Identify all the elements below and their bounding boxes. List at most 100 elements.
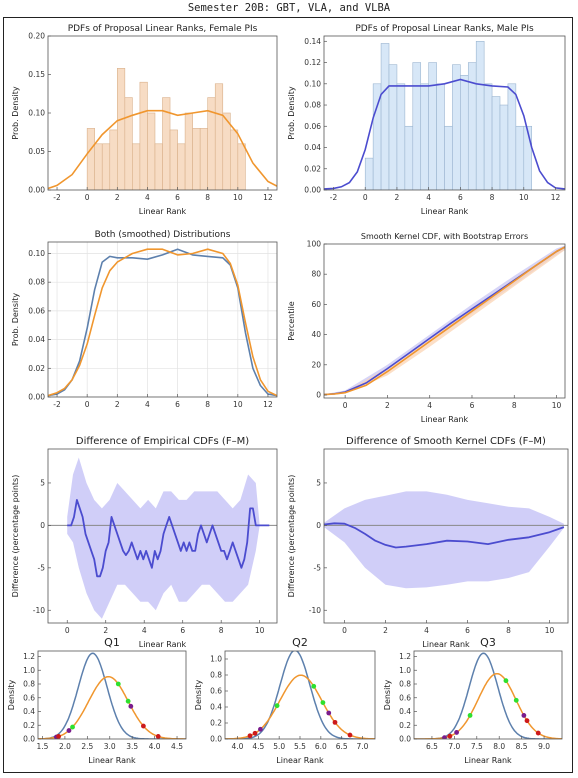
- chart-male_hist: -2 0 2 4 6 8 10 12 0.00 0.02 0.04 0.06 0.08 0.10 0.12 0…: [287, 24, 566, 216]
- plot-area: [414, 652, 562, 739]
- histogram-bar: [132, 143, 141, 190]
- chart-title: Q2: [292, 636, 308, 649]
- x-tick-label: 2: [103, 626, 108, 635]
- y-tick-label: 0.05: [28, 147, 45, 156]
- y-tick-label: 1.2: [399, 652, 411, 661]
- x-axis-label: Linear Rank: [139, 640, 187, 649]
- x-tick-label: 2: [115, 400, 120, 409]
- x-axis-label: Linear Rank: [139, 207, 187, 216]
- plot-frame: [323, 35, 566, 191]
- x-tick-label: 8: [205, 400, 210, 409]
- x-tick-label: 7.0: [357, 742, 369, 751]
- quantile-point: [467, 713, 473, 718]
- x-tick-label: 4: [145, 400, 150, 409]
- y-axis-label: Prob. Density: [11, 293, 20, 347]
- y-tick-label: 0.4: [399, 707, 411, 716]
- x-tick-label: 4.5: [171, 742, 183, 751]
- chart-q1: 1.5 2.0 2.5 3.0 3.5 4.0 4.5 0.0 0.2 0.4 0.6 0.8 1.0 1…: [7, 636, 187, 765]
- density-curve: [38, 652, 186, 739]
- y-tick-label: 5: [316, 478, 321, 487]
- series-line: [324, 246, 565, 396]
- y-axis-label: Prob. Density: [287, 86, 296, 140]
- x-tick-label: 0: [343, 401, 348, 410]
- y-tick-label: 0.12: [304, 58, 321, 67]
- x-tick-label: 6: [180, 626, 185, 635]
- plot-frame: [47, 241, 278, 398]
- quantile-point: [326, 710, 332, 716]
- histogram-bar: [177, 143, 186, 190]
- quantile-point: [258, 726, 263, 732]
- figure-frame: -2 0 2 4 6 8 10 12 0.00 0.05 0.10 0.15 0.20 PDFs of P…: [3, 17, 573, 773]
- kernel-density-line: [48, 109, 277, 190]
- x-tick-label: 4.5: [252, 742, 264, 751]
- kernel-density-line: [324, 78, 565, 190]
- x-tick-label: 10: [233, 400, 243, 409]
- y-tick-label: 1.0: [23, 666, 35, 675]
- y-tick-label: 0.6: [210, 687, 222, 696]
- y-tick-label: 20: [311, 360, 321, 369]
- x-axis-label: Linear Rank: [276, 756, 324, 765]
- plot-area: [48, 457, 277, 619]
- x-axis-label: Linear Rank: [421, 207, 469, 216]
- y-tick-label: 0.10: [304, 79, 321, 88]
- x-tick-label: -2: [53, 193, 61, 202]
- y-tick-label: 0: [316, 521, 321, 530]
- y-tick-label: 0.06: [28, 306, 45, 315]
- quantile-point: [274, 703, 280, 709]
- plot-area: [38, 652, 186, 739]
- x-tick-label: 12: [263, 193, 273, 202]
- y-tick-label: 0.2: [210, 719, 222, 728]
- quantile-point: [140, 723, 146, 729]
- y-axis-label: Density: [194, 680, 203, 711]
- y-tick-label: 0: [40, 521, 45, 530]
- chart-title: Difference of Smooth Kernel CDFs (F–M): [346, 436, 546, 447]
- histogram-bar: [222, 112, 231, 190]
- x-axis-label: Linear Rank: [464, 756, 512, 765]
- quantile-point: [521, 713, 527, 718]
- quantile-point: [56, 734, 62, 739]
- x-tick-label: 4: [145, 193, 150, 202]
- x-tick-label: 2.5: [81, 742, 93, 751]
- x-tick-label: 10: [545, 626, 555, 635]
- y-tick-label: 1.0: [399, 666, 411, 675]
- x-tick-label: 6.5: [336, 742, 348, 751]
- histogram-bar: [523, 125, 533, 190]
- x-tick-label: 4: [142, 626, 147, 635]
- quantile-point: [332, 719, 338, 725]
- quantile-point: [66, 728, 72, 733]
- density-curve: [414, 652, 562, 739]
- x-tick-label: 7.5: [471, 742, 483, 751]
- x-tick-label: 8: [512, 401, 517, 410]
- histogram-bar: [109, 129, 118, 190]
- x-tick-label: 6: [470, 401, 475, 410]
- y-tick-label: 0.00: [28, 393, 45, 402]
- y-tick-label: 0.10: [28, 249, 45, 258]
- quantile-point: [535, 730, 541, 736]
- histogram-bar: [420, 83, 429, 190]
- x-tick-label: 8: [205, 193, 210, 202]
- density-curve: [38, 675, 186, 739]
- x-tick-label: 5.5: [294, 742, 306, 751]
- y-tick-label: -5: [38, 563, 46, 572]
- y-tick-label: 1.0: [210, 655, 222, 664]
- y-tick-label: 0.8: [210, 671, 222, 680]
- y-tick-label: 0.08: [304, 101, 321, 110]
- histogram-bar: [214, 83, 224, 190]
- super-title: Semester 20B: GBT, VLA, and VLBA: [187, 2, 391, 14]
- x-tick-label: 3.0: [104, 742, 116, 751]
- y-tick-label: 0.14: [304, 37, 321, 46]
- density-curve: [225, 651, 375, 739]
- x-tick-label: 6.0: [315, 742, 327, 751]
- x-tick-label: 6: [465, 626, 470, 635]
- x-tick-label: 9.0: [538, 742, 550, 751]
- x-tick-label: 6: [458, 193, 463, 202]
- y-tick-label: 0.6: [23, 693, 35, 702]
- quantile-point: [247, 733, 253, 739]
- histogram-bar: [475, 41, 485, 190]
- y-axis-label: Difference (percentage points): [287, 475, 296, 598]
- quantile-point: [115, 681, 121, 687]
- y-tick-label: 0.02: [28, 364, 45, 373]
- quantile-point: [155, 734, 161, 739]
- histogram-bar: [229, 129, 239, 190]
